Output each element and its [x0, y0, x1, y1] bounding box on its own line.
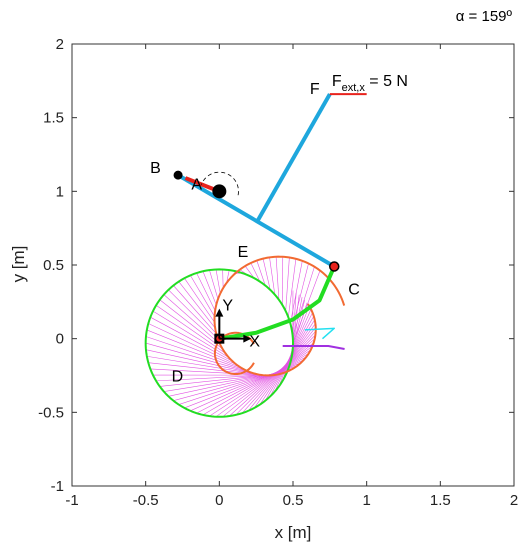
- fan-line: [244, 265, 255, 279]
- point-label-c: C: [348, 281, 360, 298]
- fan-line: [290, 260, 303, 324]
- axes: -1 -0.5 0 0.5 1 1.5 2 -1 -0.5 0 0.5 1 1.5 2: [38, 36, 518, 509]
- y-axis-label: y [m]: [9, 246, 28, 283]
- fan-line: [150, 368, 269, 376]
- force-label: Fext,x = 5 N: [332, 73, 408, 94]
- fan-line: [256, 260, 266, 286]
- fan-line: [163, 294, 221, 345]
- curves: [144, 255, 346, 418]
- fan-line: [285, 257, 290, 312]
- fan-line: [145, 336, 246, 371]
- y-tick-label: -0.5: [38, 404, 64, 421]
- fan-line: [173, 285, 217, 334]
- fan-line: [148, 362, 264, 376]
- fan-line: [292, 270, 321, 344]
- orange-inner-curve: [213, 331, 255, 376]
- point-label-b: B: [150, 160, 161, 177]
- fan-line: [150, 316, 233, 362]
- cyan-segment: [304, 327, 335, 340]
- joint-C: [329, 261, 340, 272]
- joint-B: [173, 170, 183, 180]
- point-labels: X Y A B C D E F Fext,x = 5 N: [150, 73, 408, 385]
- fan-line: [184, 278, 215, 323]
- fan-line: [145, 349, 255, 374]
- point-label-d: D: [172, 368, 184, 385]
- fan-line: [241, 330, 316, 414]
- fan-line: [146, 355, 260, 375]
- plot-area: [72, 44, 514, 486]
- green-circle-curve: [144, 268, 294, 418]
- fan-line: [152, 310, 230, 358]
- x-tick-label: 1: [362, 492, 370, 509]
- purple-segment: [282, 345, 345, 350]
- x-axis-label: x [m]: [275, 523, 312, 542]
- fan-line: [275, 256, 280, 300]
- fan-line: [202, 271, 217, 305]
- fan-line: [209, 349, 311, 417]
- x-tick-label: 0.5: [283, 492, 304, 509]
- fan-line: [196, 272, 216, 311]
- y-tick-label: 2: [56, 36, 64, 53]
- y-tick-label: 0: [56, 331, 64, 348]
- fan-line: [156, 374, 278, 382]
- green-thick-path: [219, 265, 337, 341]
- plot-background: [72, 44, 514, 486]
- fan-line: [269, 257, 276, 295]
- fan-line: [209, 270, 219, 300]
- joint-A: [212, 184, 227, 199]
- angle-arc: [201, 171, 239, 196]
- frame-y-label: Y: [222, 298, 233, 315]
- frame-y-arrow: [215, 308, 224, 317]
- fan-line: [159, 299, 223, 350]
- fan-line: [145, 342, 250, 373]
- frame-x-label: X: [249, 334, 260, 351]
- point-label-e: E: [238, 244, 249, 261]
- x-tick-label: -0.5: [133, 492, 159, 509]
- fan-line: [168, 289, 219, 340]
- point-label-f: F: [310, 81, 320, 98]
- fan-line: [292, 266, 315, 337]
- fan-line: [215, 269, 221, 294]
- fan-line: [148, 323, 237, 365]
- y-tick-label: -1: [51, 478, 64, 495]
- fan-line: [190, 275, 215, 317]
- fan-line: [248, 327, 316, 412]
- fan-line: [229, 338, 315, 417]
- point-label-a: A: [191, 176, 202, 193]
- fan-line: [222, 269, 224, 289]
- frame-x-arrow: [243, 334, 252, 343]
- y-tick-label: 0.5: [43, 257, 64, 274]
- alpha-angle-readout: α = 159º: [456, 8, 513, 25]
- fan-line: [288, 258, 297, 318]
- x-tick-label: 1.5: [430, 492, 451, 509]
- fan-line: [288, 297, 303, 370]
- link-BC: [177, 173, 336, 269]
- x-tick-label: -1: [65, 492, 78, 509]
- link-EF: [255, 93, 332, 222]
- fan-line: [250, 262, 261, 282]
- mechanism-links: [173, 93, 367, 344]
- fan-line: [215, 346, 313, 417]
- x-tick-label: 2: [510, 492, 518, 509]
- fan-line: [146, 329, 241, 368]
- fan-line: [178, 281, 216, 329]
- y-tick-label: 1: [56, 183, 64, 200]
- x-tick-label: 0: [215, 492, 223, 509]
- fan-line: [262, 258, 271, 290]
- fan-line: [155, 305, 226, 354]
- fan-line: [282, 302, 308, 381]
- fan-line: [222, 342, 314, 417]
- y-tick-label: 1.5: [43, 110, 64, 127]
